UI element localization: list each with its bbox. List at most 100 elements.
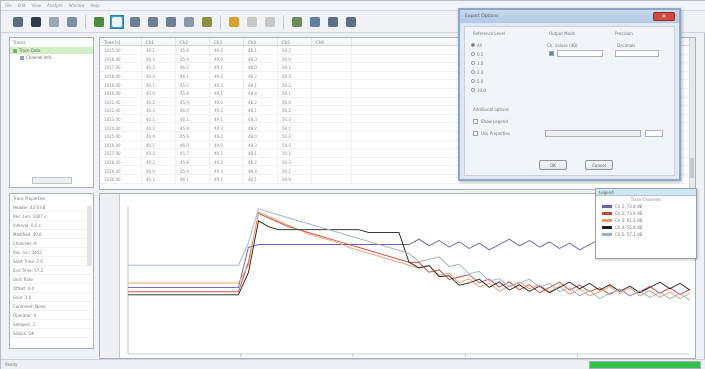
menu-edit[interactable]: Edit: [17, 3, 26, 8]
table-row[interactable]: 1019.00 40.1 45.7 49.3 48.1 50.2: [100, 80, 695, 89]
grid-scrollbar[interactable]: [689, 38, 695, 189]
column-header[interactable]: Ch2: [176, 38, 210, 45]
property-row[interactable]: Modified: 40.0: [10, 230, 93, 239]
properties-scrollbar[interactable]: [87, 206, 92, 266]
property-row[interactable]: Unit: Rate: [10, 275, 93, 284]
property-row[interactable]: Rec. Len: 1007 s: [10, 212, 93, 221]
grid-button[interactable]: [128, 15, 142, 29]
table-row[interactable]: 1021.00 40.2 45.9 49.0 48.2 50.0: [100, 97, 695, 107]
window-button[interactable]: [182, 15, 196, 29]
table-row[interactable]: 1025.00 40.4 45.9 49.2 48.0 50.2: [100, 131, 695, 141]
legend-item[interactable]: Ch.2: 73.9 dB: [596, 210, 696, 217]
export-button[interactable]: [308, 15, 322, 29]
cancel-button[interactable]: Cancel: [585, 160, 613, 170]
tree-item-channel-info[interactable]: Channel Info: [10, 54, 93, 61]
property-row[interactable]: Channels: 6: [10, 239, 93, 248]
menu-analyze[interactable]: Analyze: [46, 3, 63, 8]
property-row[interactable]: Header: 42.0 kB: [10, 203, 93, 212]
column-header[interactable]: Time [s]: [100, 38, 142, 45]
radio-level-all[interactable]: [471, 43, 475, 47]
menu-window[interactable]: Window: [68, 3, 85, 8]
property-row[interactable]: Interval: 0.5 s: [10, 221, 93, 230]
column-header[interactable]: Ch1: [142, 38, 176, 45]
table-row[interactable]: 1017.00 40.2 46.0 49.1 48.0 50.1: [100, 63, 695, 72]
table-row[interactable]: 1029.00 40.0 45.9 49.3 48.4 50.2: [100, 166, 695, 175]
output-mode-field[interactable]: [557, 50, 603, 57]
grid3-button[interactable]: [164, 15, 178, 29]
table-cell: 50.0: [278, 174, 312, 183]
series-line-4[interactable]: [128, 220, 691, 296]
table-row[interactable]: 1022.00 40.3 46.0 49.2 48.1 50.2: [100, 106, 695, 115]
property-row[interactable]: Rec. no.: 3452: [10, 248, 93, 257]
property-row[interactable]: Samples: 1: [10, 320, 93, 329]
grid2-button[interactable]: [146, 15, 160, 29]
menu-file[interactable]: File: [5, 3, 12, 8]
pen2-button[interactable]: [263, 15, 277, 29]
properties-value-field[interactable]: [645, 130, 663, 137]
tree-item-trace-data[interactable]: Trace Data: [10, 47, 93, 54]
column-header[interactable]: Ch4: [244, 38, 278, 45]
radio-level-1[interactable]: [471, 61, 475, 65]
column-header[interactable]: Ch5: [278, 38, 312, 45]
table-button[interactable]: [92, 15, 106, 29]
table-cell: 45.8: [176, 88, 210, 97]
table-row[interactable]: 1030.00 40.1 46.1 49.1 48.1 50.0: [100, 174, 695, 184]
legend-item[interactable]: Ch.3: 61.4 dB: [596, 217, 696, 224]
warning-button[interactable]: [227, 15, 241, 29]
filter-button[interactable]: [200, 15, 214, 29]
table-row[interactable]: 1020.00 40.0 45.8 49.1 48.4 50.1: [100, 88, 695, 98]
chart-button[interactable]: [110, 14, 124, 29]
table-row[interactable]: 1015.00 40.1 45.8 49.2 48.1 50.2: [100, 46, 695, 55]
table-row[interactable]: 1023.00 40.1 46.1 49.1 48.3 50.3: [100, 114, 695, 124]
property-row[interactable]: Status: OK: [10, 329, 93, 338]
ok-button[interactable]: OK: [539, 160, 567, 170]
property-row[interactable]: Start Time: 2.0: [10, 257, 93, 266]
property-row[interactable]: End Time: 57.2: [10, 266, 93, 275]
close-icon[interactable]: ✕: [653, 12, 675, 21]
menu-help[interactable]: Help: [90, 3, 100, 8]
use-properties-checkbox[interactable]: [473, 131, 478, 136]
table-cell: 1028.00: [100, 157, 142, 166]
page-button[interactable]: [47, 15, 61, 29]
chart-legend[interactable]: Legend Trace Channels Ch.1: 73.8 dB Ch.2:…: [595, 188, 697, 259]
print-button[interactable]: [344, 15, 358, 29]
pen-button[interactable]: [245, 15, 259, 29]
save-button[interactable]: [29, 15, 43, 29]
series-line-5[interactable]: [128, 208, 691, 301]
radio-level-10[interactable]: [471, 88, 475, 92]
property-row[interactable]: Operator: 4: [10, 311, 93, 320]
radio-level-0-5[interactable]: [471, 52, 475, 56]
sort-button[interactable]: [65, 15, 79, 29]
grid-scroll-thumb[interactable]: [690, 158, 694, 178]
table-row[interactable]: 1027.00 40.3 45.7 49.1 48.1 50.1: [100, 149, 695, 158]
menu-view[interactable]: View: [31, 3, 41, 8]
radio-level-2[interactable]: [471, 70, 475, 74]
dialog-title-bar[interactable]: Export Options ✕: [460, 10, 679, 23]
link-button[interactable]: [326, 15, 340, 29]
column-header[interactable]: Ch3: [210, 38, 244, 45]
table-row[interactable]: 1016.00 40.3 45.9 49.0 48.3 50.0: [100, 54, 695, 64]
table-row[interactable]: 1026.00 40.1 46.0 49.0 48.3 50.0: [100, 140, 695, 150]
series-line-3[interactable]: [128, 211, 691, 300]
column-header[interactable]: Ch6: [312, 38, 352, 45]
data-button[interactable]: [290, 15, 304, 29]
property-row[interactable]: Offset: 0.0: [10, 284, 93, 293]
table-cell: 49.1: [210, 174, 244, 183]
show-legend-checkbox[interactable]: [473, 119, 478, 124]
tree-scroll-button[interactable]: [32, 177, 72, 184]
table-row[interactable]: 1028.00 40.2 45.8 49.2 48.2 50.3: [100, 157, 695, 167]
radio-level-5[interactable]: [471, 79, 475, 83]
line-chart[interactable]: [100, 194, 696, 359]
arrow-button[interactable]: [11, 15, 25, 29]
table-cell: 48.1: [244, 174, 278, 183]
legend-item[interactable]: Ch.4: 55.8 dB: [596, 224, 696, 231]
table-row[interactable]: 1024.00 40.2 45.8 49.3 48.2 50.1: [100, 123, 695, 132]
legend-item[interactable]: Ch.1: 73.8 dB: [596, 203, 696, 210]
properties-slider[interactable]: [545, 130, 641, 137]
table-row[interactable]: 1018.00 40.4 46.1 49.2 48.2 50.3: [100, 71, 695, 81]
output-mode-checkbox[interactable]: [549, 51, 554, 56]
decimals-field[interactable]: [615, 50, 659, 57]
property-row[interactable]: Comment: None: [10, 302, 93, 311]
legend-item[interactable]: Ch.5: 57.1 dB: [596, 231, 696, 238]
property-row[interactable]: Gain: 1.0: [10, 293, 93, 302]
